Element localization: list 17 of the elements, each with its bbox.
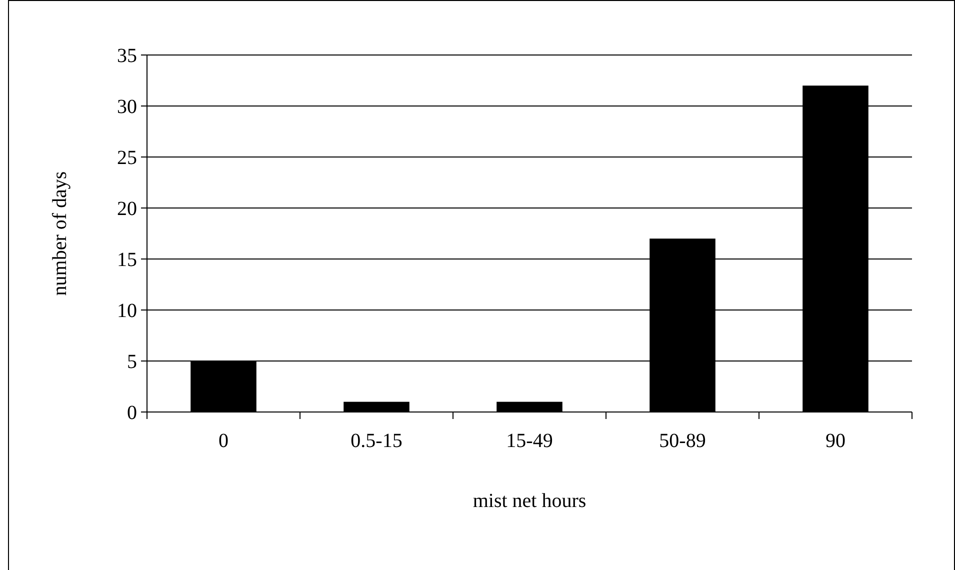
x-tick-label: 50-89 (659, 430, 706, 452)
x-axis-title: mist net hours (472, 490, 586, 512)
bar (496, 402, 562, 412)
y-tick-label: 25 (117, 147, 137, 169)
x-tick-label: 15-49 (506, 430, 553, 452)
y-tick-label: 10 (117, 300, 137, 322)
x-tick-label: 0 (218, 430, 228, 452)
x-tick-label: 90 (826, 430, 846, 452)
y-tick-label: 35 (117, 45, 137, 67)
y-axis-title: number of days (49, 171, 71, 296)
y-tick-label: 30 (117, 96, 137, 118)
y-tick-label: 5 (127, 351, 137, 373)
y-tick-label: 15 (117, 249, 137, 271)
y-tick-label: 0 (127, 402, 137, 424)
bar (344, 402, 410, 412)
x-tick-label: 0.5-15 (350, 430, 402, 452)
y-tick-label: 20 (117, 198, 137, 220)
